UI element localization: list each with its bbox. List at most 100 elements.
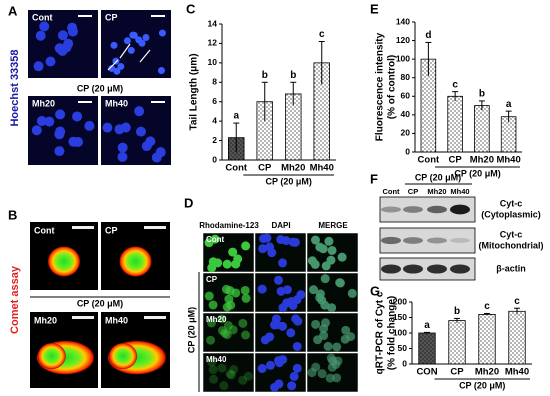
cell (241, 241, 251, 251)
cell (241, 293, 251, 303)
y-tick-label: 200 (393, 296, 407, 306)
nucleus (141, 141, 152, 152)
cell (324, 236, 334, 246)
cell (292, 295, 302, 305)
y-tick-label: 140 (396, 16, 410, 26)
lane-label: Cont (382, 187, 400, 196)
nucleus (33, 61, 44, 72)
significance-letter: c (452, 79, 458, 90)
group-label: CP (20 μM) (415, 172, 461, 182)
cell (332, 342, 342, 352)
nucleus (114, 124, 125, 135)
cell (292, 363, 302, 373)
cell (241, 330, 251, 340)
nucleus (113, 67, 121, 75)
cell (257, 284, 267, 294)
cell (347, 288, 357, 298)
image-label: Mh40 (105, 98, 128, 108)
cell (226, 370, 236, 380)
image-label: Cont (34, 225, 55, 235)
bar (447, 95, 463, 153)
cell (333, 356, 343, 366)
panel-label: D (184, 195, 193, 210)
cell (337, 252, 347, 262)
band (427, 264, 447, 274)
group-label: CP (20 μM) (454, 168, 500, 178)
significance-letter: a (506, 99, 512, 110)
y-tick-label: 40 (401, 109, 411, 119)
nucleus (54, 146, 65, 157)
significance-letter: b (290, 70, 296, 81)
cell (223, 321, 233, 331)
band (450, 264, 470, 274)
x-tick-label: Cont (418, 155, 440, 166)
band (450, 204, 470, 215)
x-tick-label: Mh20 (281, 163, 305, 174)
cell (208, 300, 218, 310)
y-tick-label: 6 (212, 96, 217, 106)
cell (341, 325, 351, 335)
comet-head (119, 246, 152, 277)
band (403, 237, 423, 244)
lane-label: CP (408, 187, 418, 196)
cell (238, 375, 248, 385)
comet-head (37, 343, 66, 370)
nucleus (55, 126, 66, 137)
band (381, 206, 401, 213)
nucleus (72, 111, 83, 122)
y-tick-label: 20 (401, 128, 411, 138)
band (381, 264, 401, 274)
cell (311, 319, 321, 329)
cell (321, 261, 331, 271)
cell (224, 294, 234, 304)
cell (225, 369, 235, 379)
cell (292, 341, 302, 351)
column-header: MERGE (318, 221, 348, 230)
nucleus (55, 109, 66, 120)
group-label: CP (20 μM) (77, 83, 123, 93)
band (403, 264, 423, 274)
significance-letter: c (514, 296, 520, 307)
significance-letter: b (454, 306, 460, 317)
x-tick-label: Mh20 (470, 155, 494, 166)
cell (265, 360, 275, 370)
cell (332, 373, 342, 383)
cell (229, 365, 239, 375)
cell (317, 369, 327, 379)
nucleus (138, 39, 146, 47)
arrow (107, 59, 119, 71)
cell (308, 285, 318, 295)
cell (273, 275, 283, 285)
significance-letter: c (484, 301, 490, 312)
scale-bar (144, 316, 166, 319)
row-label: CP (206, 275, 218, 284)
cell (323, 341, 333, 351)
significance-letter: b (262, 70, 268, 81)
nucleus (57, 30, 68, 41)
cell (207, 318, 217, 328)
y-tick-label: 100 (393, 327, 407, 337)
cell (287, 381, 297, 391)
y-tick-label: 4 (212, 115, 217, 125)
x-tick-label: CP (450, 367, 464, 378)
y-tick-label: 10 (208, 57, 218, 67)
image-label: Mh20 (34, 315, 57, 325)
cell (319, 331, 329, 341)
micrograph (202, 352, 255, 393)
bar (448, 320, 466, 365)
significance-letter: a (233, 111, 239, 122)
bar (478, 313, 496, 365)
band (427, 237, 447, 244)
nucleus (130, 31, 138, 39)
x-tick-label: CP (258, 163, 272, 174)
cell (265, 242, 275, 252)
nucleus (127, 46, 135, 54)
significance-letter: b (479, 89, 485, 100)
cell (335, 278, 345, 288)
cell (311, 362, 321, 372)
row-label: Mh20 (206, 315, 227, 324)
column-header: DAPI (271, 221, 290, 230)
bar (418, 332, 436, 365)
cell (257, 364, 267, 374)
